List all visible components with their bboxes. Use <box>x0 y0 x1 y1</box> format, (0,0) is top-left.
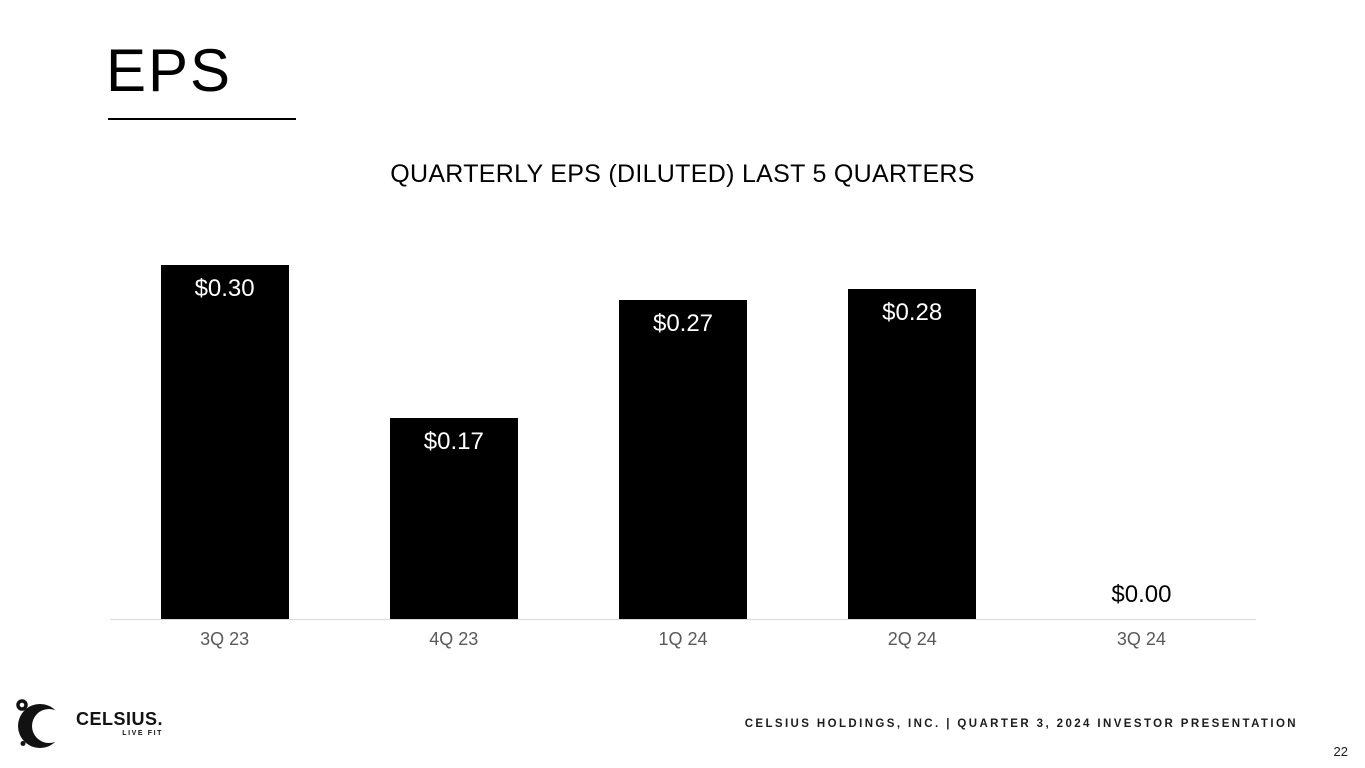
x-axis-label: 3Q 24 <box>1116 629 1166 649</box>
celsius-logo: CELSIUS. LIVE FIT <box>14 697 163 749</box>
bar-value-label: $0.00 <box>1111 581 1172 609</box>
bar: $0.28 <box>848 289 977 619</box>
bar-value-label: $0.28 <box>882 299 943 326</box>
bar: $0.27 <box>619 300 747 619</box>
bar-column: $0.30 <box>110 220 339 619</box>
page-title: EPS <box>106 37 233 104</box>
x-axis-label: 4Q 23 <box>429 629 479 649</box>
x-axis-label: 1Q 24 <box>658 629 708 649</box>
logo-brand-text: CELSIUS. <box>76 708 164 729</box>
bar-value-label: $0.17 <box>423 428 484 455</box>
celsius-c-icon <box>14 697 72 749</box>
x-axis-labels: 3Q 23 4Q 23 1Q 24 2Q 24 3Q 24 <box>110 629 1256 651</box>
bar-column: $0.17 <box>339 220 568 619</box>
bar-column: $0.28 <box>798 220 1027 619</box>
bar-value-label: $0.30 <box>194 275 255 302</box>
chart-title: QUARTERLY EPS (DILUTED) LAST 5 QUARTERS <box>390 160 975 188</box>
x-axis-label: 2Q 24 <box>887 629 937 649</box>
logo-tagline-text: LIVE FIT <box>122 729 164 737</box>
bar-column: $0.00 <box>1027 220 1256 619</box>
logo-wordmark: CELSIUS. LIVE FIT <box>76 710 163 737</box>
x-axis-label: 3Q 23 <box>200 629 250 649</box>
bar-column: $0.27 <box>568 220 797 619</box>
title-underline <box>108 118 296 120</box>
bar: $0.30 <box>160 265 289 619</box>
bar-value-label: $0.27 <box>652 310 714 337</box>
bar: $0.17 <box>389 418 518 619</box>
footer-text: CELSIUS HOLDINGS, INC. | QUARTER 3, 2024… <box>744 718 1298 730</box>
plot-area: $0.30 $0.17 $0.27 $0.28 $0.00 <box>110 220 1256 620</box>
page-number: 22 <box>1333 744 1348 759</box>
